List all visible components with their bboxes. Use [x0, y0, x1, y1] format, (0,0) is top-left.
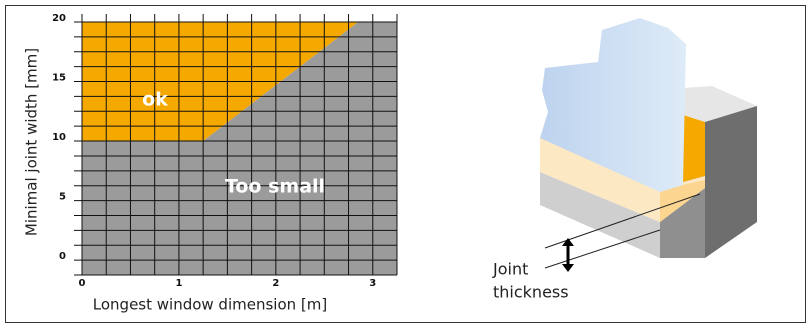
- diagram-label: Joint: [492, 260, 528, 279]
- x-tick-label: 1: [175, 278, 182, 289]
- leader-line: [544, 193, 701, 249]
- arrow-head: [562, 264, 574, 272]
- leader-line: [544, 229, 661, 269]
- x-tick-label: 0: [79, 278, 86, 289]
- region-label: Too small: [225, 176, 325, 198]
- y-tick-label: 0: [59, 251, 66, 262]
- diagram: Joint thickness: [492, 18, 757, 302]
- bottom-band: [540, 172, 660, 258]
- y-tick-label: 10: [52, 132, 66, 143]
- block-top: [683, 86, 757, 122]
- y-tick-label: 5: [59, 192, 66, 203]
- y-tick-label: 20: [52, 13, 66, 24]
- frame: [5, 5, 806, 323]
- region-label: ok: [142, 89, 168, 111]
- x-tick-label: 3: [369, 278, 376, 289]
- block-side: [705, 106, 757, 258]
- x-tick-label: 2: [272, 278, 279, 289]
- y-tick-label: 15: [52, 73, 66, 84]
- diagram-label: thickness: [493, 283, 569, 302]
- arrow-head: [562, 238, 574, 246]
- joint-orange: [683, 115, 705, 182]
- y-axis-title: Minimal joint width [mm]: [23, 48, 41, 236]
- joint-layer-side: [660, 180, 705, 222]
- x-axis-title: Longest window dimension [m]: [93, 296, 327, 314]
- region: [82, 22, 397, 275]
- glass: [540, 18, 686, 192]
- plot: 0 1 2 3 0 5 10 15 20 ok Too small: [52, 13, 398, 289]
